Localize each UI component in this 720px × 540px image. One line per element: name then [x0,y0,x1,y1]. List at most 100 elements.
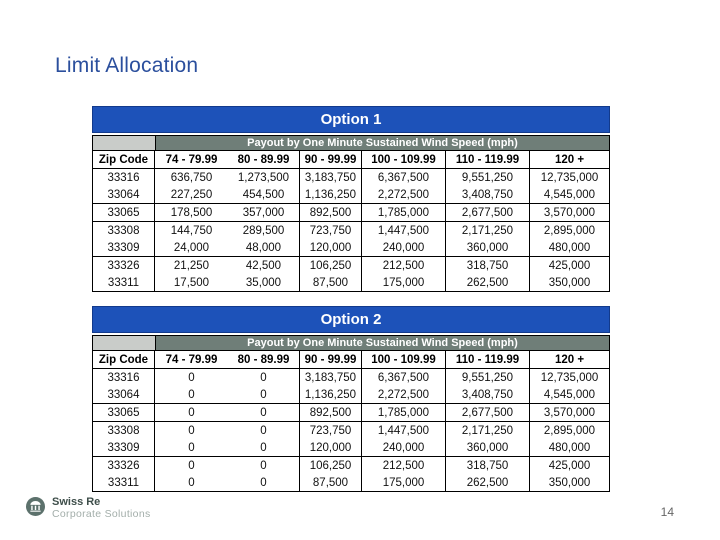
column-header: 90 - 99.99 [300,151,362,168]
payout-value-cell: 120,000 [300,239,362,256]
payout-value-cell: 87,500 [300,474,362,491]
zip-code-cell: 33309 [93,439,155,456]
payout-value-cell: 35,000 [228,274,300,291]
table-row: 33316 636,750 1,273,500 3,183,750 6,367,500 9… [93,169,609,186]
table-row: 33326 0 0 106,250 212,500 318,750 425,000 [93,457,609,474]
zip-code-cell: 33311 [93,274,155,291]
payout-value-cell: 9,551,250 [446,169,530,186]
payout-value-cell: 1,785,000 [362,204,446,221]
zip-code-cell: 33308 [93,422,155,439]
column-header: 120 + [554,353,585,366]
option-1-grid: Payout by One Minute Sustained Wind Spee… [92,135,610,292]
zip-code-cell: 33065 [93,204,155,221]
payout-value-cell: 17,500 [173,276,210,289]
column-header: 100 - 109.99 [362,351,446,368]
zip-code-cell: 33316 [93,369,155,386]
payout-value-cell: 892,500 [300,204,362,221]
payout-value-cell: 262,500 [446,274,530,291]
payout-value-cell: 3,183,750 [300,169,362,186]
payout-value-cell: 0 [228,404,300,421]
payout-value-cell: 21,250 [173,259,210,272]
payout-value-cell: 12,735,000 [540,371,599,384]
payout-value-cell: 6,367,500 [362,169,446,186]
payout-value-cell: 0 [188,459,195,472]
payout-value-cell: 9,551,250 [446,369,530,386]
payout-value-cell: 2,272,500 [362,386,446,403]
table-row: 33311 17,500 35,000 87,500 175,000 262,500 350… [93,274,609,291]
payout-value-cell: 0 [228,439,300,456]
page-title: Limit Allocation [55,54,199,77]
payout-value-cell: 0 [228,474,300,491]
table-row: 33064 227,250 454,500 1,136,250 2,272,500 3,4… [93,186,609,204]
payout-value-cell: 240,000 [362,439,446,456]
payout-value-cell: 0 [228,422,300,439]
table-row: 33326 21,250 42,500 106,250 212,500 318,750 42… [93,257,609,274]
payout-value-cell: 723,750 [300,422,362,439]
payout-value-cell: 227,250 [170,188,213,201]
payout-value-cell: 3,408,750 [446,186,530,203]
payout-value-cell: 360,000 [446,239,530,256]
payout-value-cell: 2,895,000 [543,424,596,437]
column-header: 100 - 109.99 [362,151,446,168]
table-row: 33064 0 0 1,136,250 2,272,500 3,408,750 4,545,… [93,386,609,404]
column-header: 74 - 79.99 [165,153,218,166]
payout-value-cell: 12,735,000 [540,171,599,184]
payout-value-cell: 42,500 [228,257,300,274]
payout-value-cell: 289,500 [228,222,300,239]
payout-value-cell: 357,000 [228,204,300,221]
payout-value-cell: 2,171,250 [446,222,530,239]
corner-cell [93,336,156,350]
table-row: 33065 178,500 357,000 892,500 1,785,000 2,677… [93,204,609,222]
column-header: 74 - 79.99 [165,353,218,366]
zip-code-cell: 33316 [93,169,155,186]
payout-value-cell: 3,570,000 [543,206,596,219]
page-number: 14 [660,505,674,519]
payout-value-cell: 454,500 [228,186,300,203]
zip-code-cell: 33311 [93,474,155,491]
payout-value-cell: 892,500 [300,404,362,421]
payout-value-cell: 0 [188,476,195,489]
payout-value-cell: 1,447,500 [362,222,446,239]
payout-value-cell: 212,500 [362,457,446,474]
column-header: 90 - 99.99 [300,351,362,368]
payout-value-cell: 175,000 [362,474,446,491]
payout-value-cell: 1,785,000 [362,404,446,421]
header-row: Zip Code 74 - 79.99 80 - 89.99 90 - 99.99 10… [93,151,609,169]
payout-value-cell: 48,000 [228,239,300,256]
payout-band-label: Payout by One Minute Sustained Wind Spee… [156,336,609,350]
payout-value-cell: 0 [188,406,195,419]
payout-value-cell: 1,447,500 [362,422,446,439]
payout-value-cell: 2,895,000 [543,224,596,237]
column-header: Zip Code [93,151,155,168]
payout-value-cell: 2,677,500 [446,404,530,421]
swiss-re-logo: Swiss Re Corporate Solutions [26,496,151,521]
table-row: 33308 144,750 289,500 723,750 1,447,500 2,171… [93,222,609,239]
payout-value-cell: 360,000 [446,439,530,456]
payout-value-cell: 1,273,500 [228,169,300,186]
payout-value-cell: 318,750 [446,457,530,474]
payout-value-cell: 0 [188,388,195,401]
payout-value-cell: 2,677,500 [446,204,530,221]
payout-value-cell: 636,750 [170,171,213,184]
payout-value-cell: 262,500 [446,474,530,491]
payout-band-row: Payout by One Minute Sustained Wind Spee… [93,336,609,351]
payout-value-cell: 178,500 [170,206,213,219]
payout-value-cell: 4,545,000 [543,188,596,201]
column-header: 110 - 119.99 [446,351,530,368]
payout-value-cell: 425,000 [548,459,591,472]
zip-code-cell: 33326 [93,257,155,274]
payout-value-cell: 0 [188,424,195,437]
header-row: Zip Code 74 - 79.99 80 - 89.99 90 - 99.99 10… [93,351,609,369]
table-row: 33309 0 0 120,000 240,000 360,000 480,000 [93,439,609,457]
swiss-re-circle-icon [26,497,45,516]
payout-value-cell: 3,570,000 [543,406,596,419]
payout-value-cell: 0 [188,441,195,454]
payout-value-cell: 3,183,750 [300,369,362,386]
payout-value-cell: 350,000 [548,476,591,489]
logo-brand-text: Swiss Re [52,496,101,508]
zip-code-cell: 33309 [93,239,155,256]
table-row: 33316 0 0 3,183,750 6,367,500 9,551,250 12,735… [93,369,609,386]
column-header: 120 + [554,153,585,166]
option-2-grid: Payout by One Minute Sustained Wind Spee… [92,335,610,492]
